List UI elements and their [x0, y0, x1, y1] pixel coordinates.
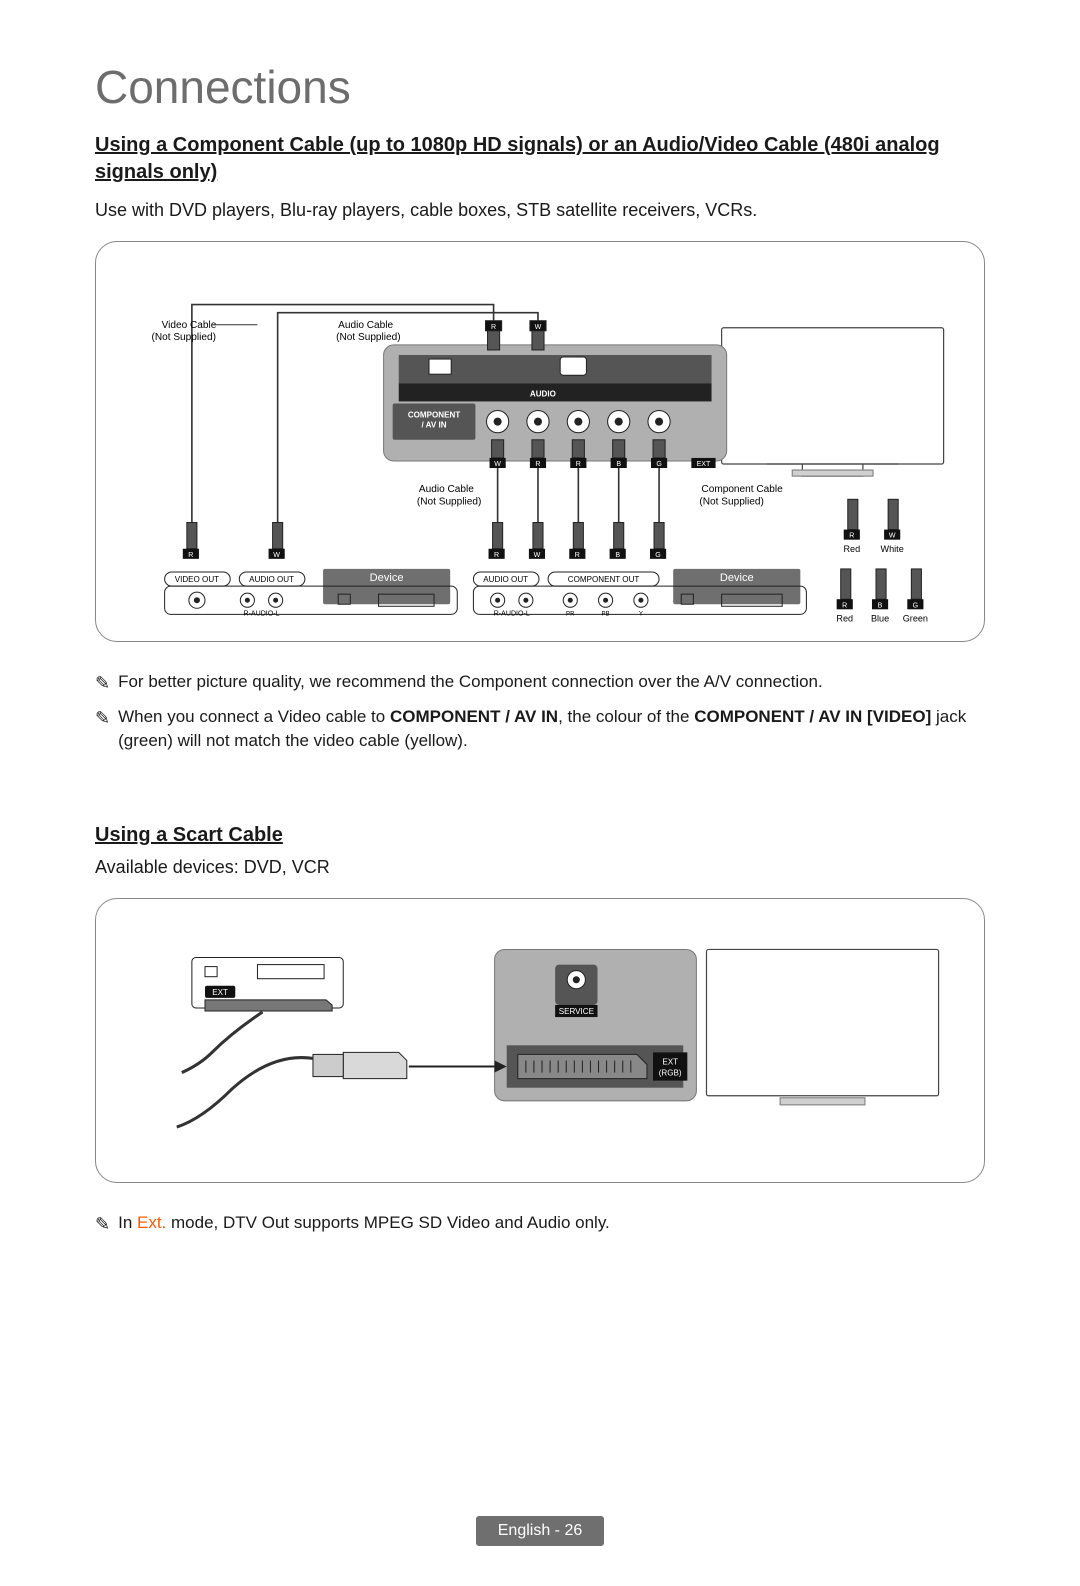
svg-text:COMPONENT OUT: COMPONENT OUT — [568, 575, 640, 584]
svg-text:R: R — [491, 324, 496, 331]
svg-text:W: W — [535, 324, 542, 331]
section1-heading: Using a Component Cable (up to 1080p HD … — [95, 132, 985, 186]
page-title: Connections — [95, 60, 985, 114]
scart-diagram: SERVICE EXT (RGB) — [95, 898, 985, 1183]
svg-text:AUDIO OUT: AUDIO OUT — [249, 575, 294, 584]
svg-text:Red: Red — [836, 613, 853, 623]
page-footer: English - 26 — [95, 1516, 985, 1546]
svg-text:B: B — [878, 602, 883, 609]
note-1-text: For better picture quality, we recommend… — [118, 670, 985, 694]
svg-text:(RGB): (RGB) — [659, 1069, 682, 1078]
note-2-text: When you connect a Video cable to COMPON… — [118, 705, 985, 753]
svg-text:VIDEO OUT: VIDEO OUT — [175, 575, 219, 584]
svg-text:(Not Supplied): (Not Supplied) — [699, 496, 763, 507]
svg-text:R: R — [188, 552, 193, 559]
svg-text:R-AUDIO-L: R-AUDIO-L — [243, 610, 279, 617]
svg-text:Green: Green — [903, 613, 928, 623]
svg-text:R-AUDIO-L: R-AUDIO-L — [494, 610, 530, 617]
svg-text:R: R — [575, 552, 580, 559]
diagram1-svg: COMPONENT / AV IN W R R B — [96, 242, 984, 641]
section2-intro: Available devices: DVD, VCR — [95, 857, 985, 878]
note-3-text: In Ext. mode, DTV Out supports MPEG SD V… — [118, 1211, 985, 1235]
svg-text:W: W — [494, 461, 501, 468]
svg-text:(Not Supplied): (Not Supplied) — [417, 496, 481, 507]
svg-text:G: G — [656, 461, 661, 468]
svg-text:Red: Red — [843, 544, 860, 554]
svg-text:R: R — [535, 461, 540, 468]
svg-text:R: R — [849, 533, 854, 540]
svg-text:W: W — [273, 552, 280, 559]
svg-text:Audio Cable: Audio Cable — [419, 484, 474, 495]
svg-text:SERVICE: SERVICE — [559, 1007, 595, 1016]
svg-text:R: R — [576, 461, 581, 468]
svg-text:EXT: EXT — [697, 461, 711, 468]
svg-text:AUDIO OUT: AUDIO OUT — [483, 575, 528, 584]
svg-text:(Not Supplied): (Not Supplied) — [336, 332, 400, 343]
svg-text:Y: Y — [639, 611, 643, 617]
svg-text:R: R — [842, 602, 847, 609]
svg-text:Device: Device — [370, 572, 404, 584]
svg-text:Blue: Blue — [871, 613, 889, 623]
svg-text:Device: Device — [720, 572, 754, 584]
note-2: ✎ When you connect a Video cable to COMP… — [95, 705, 985, 753]
svg-text:W: W — [534, 552, 541, 559]
svg-text:AUDIO: AUDIO — [530, 389, 556, 398]
svg-text:G: G — [655, 552, 660, 559]
svg-text:White: White — [881, 544, 904, 554]
svg-text:B: B — [616, 461, 621, 468]
svg-text:R: R — [494, 552, 499, 559]
svg-text:EXT: EXT — [662, 1058, 678, 1067]
component-av-diagram: COMPONENT / AV IN W R R B — [95, 241, 985, 642]
svg-text:COMPONENT: COMPONENT — [408, 411, 460, 420]
svg-text:Audio Cable: Audio Cable — [338, 320, 393, 331]
note-icon: ✎ — [95, 706, 110, 731]
section2-heading: Using a Scart Cable — [95, 824, 985, 847]
note-icon: ✎ — [95, 671, 110, 696]
diagram2-svg: SERVICE EXT (RGB) — [96, 899, 984, 1182]
svg-text:G: G — [913, 602, 918, 609]
section1-intro: Use with DVD players, Blu-ray players, c… — [95, 200, 985, 221]
svg-text:PR: PR — [566, 611, 575, 617]
note-3: ✎ In Ext. mode, DTV Out supports MPEG SD… — [95, 1211, 985, 1236]
svg-text:EXT: EXT — [212, 988, 228, 997]
svg-text:W: W — [889, 533, 896, 540]
svg-text:PB: PB — [602, 611, 610, 617]
page-number-pill: English - 26 — [476, 1516, 605, 1546]
svg-text:/ AV IN: / AV IN — [422, 421, 447, 430]
note-1: ✎ For better picture quality, we recomme… — [95, 670, 985, 695]
svg-text:B: B — [615, 552, 620, 559]
svg-text:Video Cable: Video Cable — [162, 320, 217, 331]
note-icon: ✎ — [95, 1212, 110, 1237]
svg-text:Component Cable: Component Cable — [701, 484, 783, 495]
svg-text:(Not Supplied): (Not Supplied) — [152, 332, 216, 343]
